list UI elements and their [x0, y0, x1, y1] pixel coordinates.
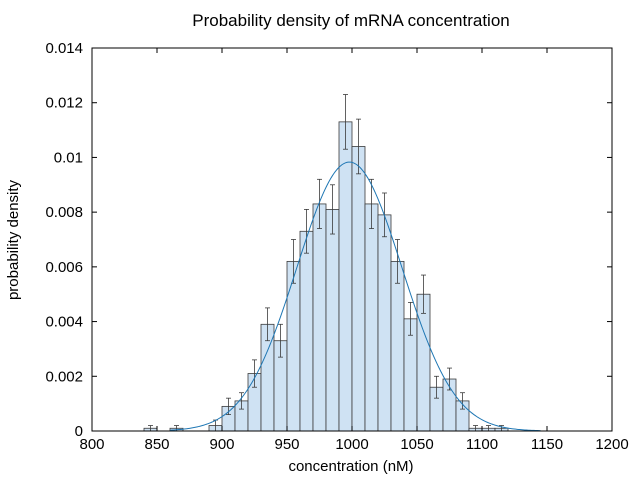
- x-tick-label: 1200: [595, 436, 628, 453]
- histogram-bar: [377, 214, 392, 432]
- error-bar: [343, 94, 348, 150]
- histogram-bar: [299, 230, 314, 432]
- error-bar: [330, 184, 335, 235]
- x-axis-label: concentration (nM): [288, 458, 413, 475]
- bars-layer: [143, 121, 509, 432]
- histogram-bar: [338, 121, 353, 432]
- x-tick-label: 850: [144, 436, 169, 453]
- histogram-bar: [325, 209, 340, 432]
- error-bar: [369, 178, 374, 229]
- y-axis-label: probability density: [5, 179, 22, 300]
- x-tick-label: 800: [79, 436, 104, 453]
- y-tick-label: 0.014: [45, 40, 83, 57]
- histogram-bar: [390, 260, 405, 432]
- error-bar: [304, 209, 309, 254]
- x-tick-label: 1150: [531, 436, 563, 453]
- x-axis-ticks: 800 850 900 950 1000 1050 1100 1150 1200: [79, 48, 629, 453]
- error-bar: [408, 302, 413, 336]
- chart-title: Probability density of mRNA concentratio…: [192, 11, 510, 30]
- y-tick-label: 0: [75, 423, 83, 440]
- y-tick-label: 0.008: [45, 204, 83, 221]
- y-tick-label: 0.002: [45, 368, 83, 385]
- y-axis-ticks: 0 0.002 0.004 0.006 0.008 0.01 0.012 0.014: [45, 40, 612, 440]
- x-tick-label: 900: [209, 436, 234, 453]
- y-tick-label: 0.01: [54, 149, 83, 166]
- x-tick-label: 1100: [466, 436, 498, 453]
- error-bar: [434, 375, 439, 399]
- y-tick-label: 0.004: [45, 314, 83, 331]
- error-bar: [265, 307, 270, 342]
- error-bar: [395, 239, 400, 284]
- histogram-bar: [351, 146, 366, 432]
- fit-curve: [169, 161, 541, 432]
- x-tick-label: 1000: [335, 436, 368, 453]
- histogram-bar: [286, 260, 301, 432]
- error-bar: [278, 323, 283, 358]
- y-tick-label: 0.012: [45, 95, 83, 112]
- error-bar: [460, 392, 465, 410]
- histogram-bar: [364, 203, 379, 432]
- error-bar: [239, 392, 244, 410]
- error-bar: [317, 178, 322, 229]
- histogram-bar: [312, 203, 327, 432]
- y-tick-label: 0.006: [45, 259, 83, 276]
- histogram-bar: [416, 293, 431, 432]
- error-bar: [252, 359, 257, 388]
- error-bar: [421, 274, 426, 314]
- x-tick-label: 950: [274, 436, 299, 453]
- x-tick-label: 1050: [400, 436, 433, 453]
- error-bar: [356, 118, 361, 175]
- histogram-bar: [403, 318, 418, 432]
